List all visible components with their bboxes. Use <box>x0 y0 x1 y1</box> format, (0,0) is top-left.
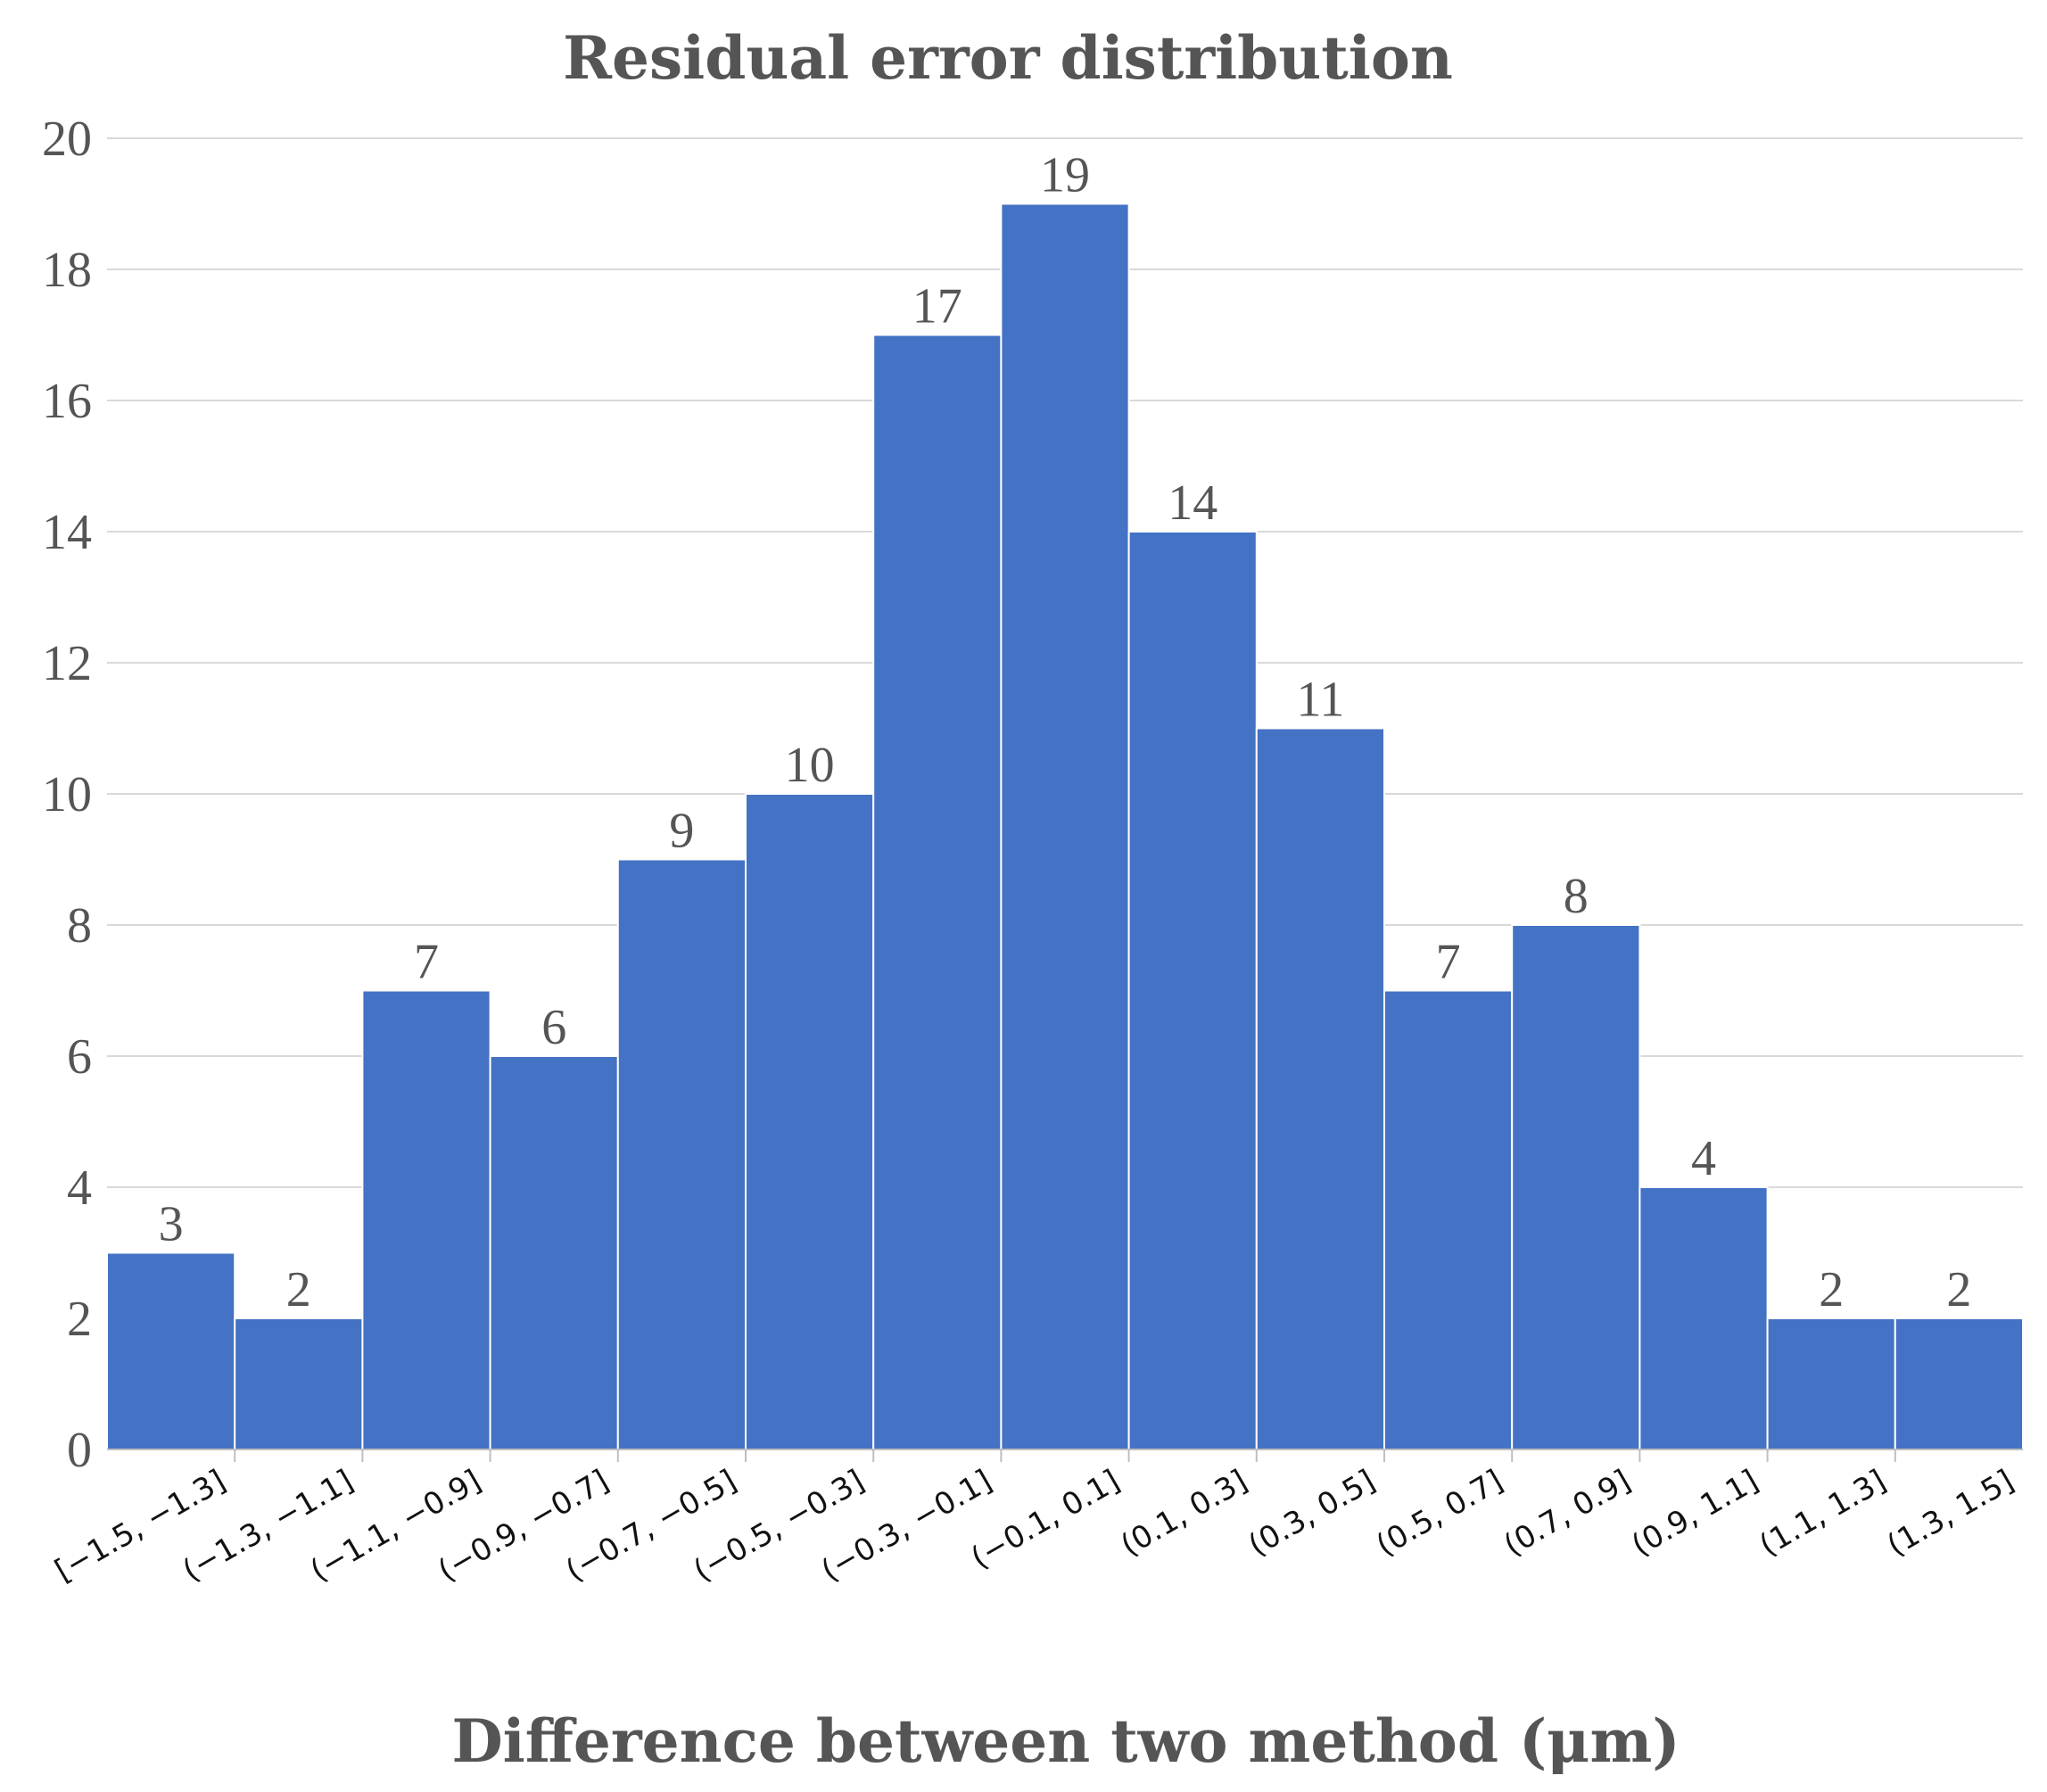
data-label-7: 19 <box>1040 148 1090 203</box>
y-tick-label-0: 0 <box>67 1423 92 1478</box>
y-tick-label-3: 6 <box>67 1029 92 1085</box>
y-tick-label-10: 20 <box>42 111 92 167</box>
bar-14 <box>1894 1317 2025 1450</box>
bar-6 <box>872 334 1003 1450</box>
bar-0 <box>106 1251 236 1450</box>
chart-title: Residual error distribution <box>563 23 1453 93</box>
data-label-13: 2 <box>1819 1262 1844 1317</box>
x-axis-label: Difference between two method (μm) <box>451 1706 1680 1776</box>
data-label-3: 6 <box>541 1000 566 1055</box>
bar-5 <box>745 793 875 1450</box>
data-label-0: 3 <box>159 1197 184 1252</box>
bar-9 <box>1255 727 1386 1450</box>
x-tick-label-11: (0.7, 0.9] <box>1498 1463 1637 1564</box>
bar-4 <box>616 858 747 1450</box>
data-label-12: 4 <box>1691 1131 1716 1186</box>
y-tick-label-4: 8 <box>67 898 92 954</box>
y-tick-label-9: 18 <box>42 243 92 298</box>
x-tick-label-13: (1.1, 1.3] <box>1754 1463 1892 1564</box>
x-tick-label-9: (0.3, 0.5] <box>1242 1463 1381 1564</box>
data-label-4: 9 <box>669 804 694 859</box>
bar-2 <box>361 989 491 1450</box>
bar-3 <box>489 1055 619 1450</box>
y-tick-label-8: 16 <box>42 374 92 429</box>
y-tick-label-5: 10 <box>42 767 92 822</box>
x-tick-label-12: (0.9, 1.1] <box>1626 1463 1764 1564</box>
x-tick-label-14: (1.3, 1.5] <box>1881 1463 2019 1564</box>
bar-12 <box>1638 1186 1769 1450</box>
bar-8 <box>1127 531 1258 1450</box>
data-label-10: 7 <box>1436 935 1461 990</box>
data-label-1: 2 <box>286 1262 311 1317</box>
data-label-11: 8 <box>1564 869 1589 924</box>
y-tick-label-6: 12 <box>42 636 92 691</box>
bar-11 <box>1511 924 1641 1450</box>
bar-13 <box>1766 1317 1896 1450</box>
data-label-9: 11 <box>1296 673 1344 728</box>
x-axis-ticks: [−1.5, −1.3](−1.3, −1.1](−1.1, −0.9](−0.… <box>49 1449 2020 1589</box>
bars <box>106 202 2025 1450</box>
x-tick-label-10: (0.5, 0.7] <box>1370 1463 1508 1564</box>
x-tick-label-8: (0.1, 0.3] <box>1115 1463 1253 1564</box>
y-tick-label-7: 14 <box>42 505 92 560</box>
bar-7 <box>1000 202 1130 1450</box>
data-label-6: 17 <box>912 279 962 334</box>
y-tick-label-1: 2 <box>67 1292 92 1347</box>
data-label-8: 14 <box>1168 475 1217 531</box>
bar-10 <box>1383 989 1514 1450</box>
bar-1 <box>234 1317 364 1450</box>
data-label-2: 7 <box>414 935 439 990</box>
y-tick-label-2: 4 <box>67 1160 92 1216</box>
data-label-14: 2 <box>1946 1262 1971 1317</box>
data-labels: 3 2 7 6 9 10 17 19 14 11 7 8 4 2 2 <box>159 148 1972 1318</box>
y-axis-ticks: 0 2 4 6 8 10 12 14 16 18 20 <box>42 111 92 1478</box>
data-label-5: 10 <box>785 738 835 793</box>
